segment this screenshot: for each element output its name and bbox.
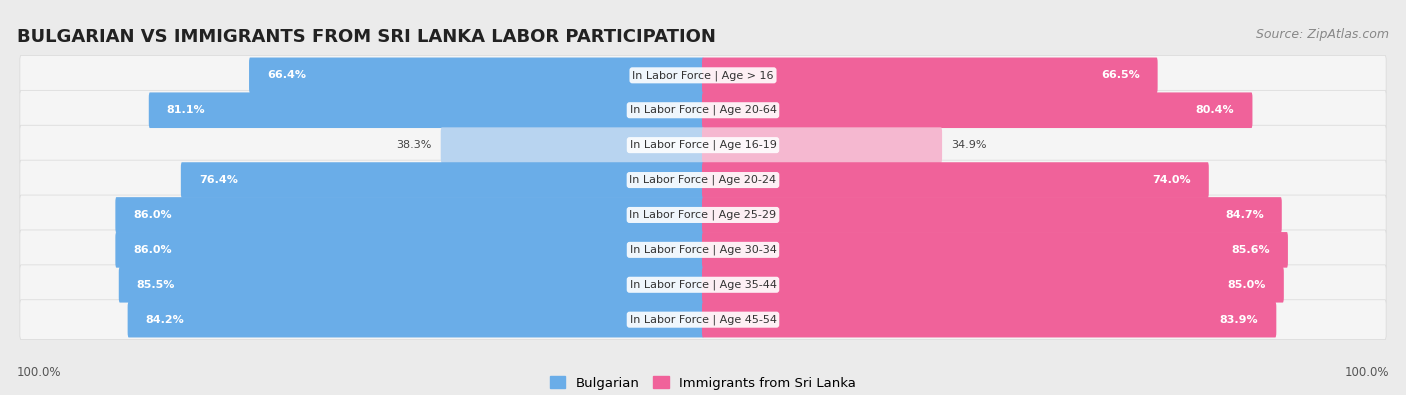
Text: 76.4%: 76.4% [198, 175, 238, 185]
Text: 34.9%: 34.9% [952, 140, 987, 150]
Text: 100.0%: 100.0% [1344, 366, 1389, 379]
Text: 84.2%: 84.2% [146, 315, 184, 325]
FancyBboxPatch shape [181, 162, 704, 198]
FancyBboxPatch shape [20, 265, 1386, 305]
Legend: Bulgarian, Immigrants from Sri Lanka: Bulgarian, Immigrants from Sri Lanka [544, 371, 862, 395]
FancyBboxPatch shape [702, 92, 1253, 128]
Text: 74.0%: 74.0% [1152, 175, 1191, 185]
Text: 85.0%: 85.0% [1227, 280, 1265, 290]
Text: 38.3%: 38.3% [396, 140, 432, 150]
Text: In Labor Force | Age 16-19: In Labor Force | Age 16-19 [630, 140, 776, 150]
Text: 85.6%: 85.6% [1232, 245, 1270, 255]
Text: 86.0%: 86.0% [134, 245, 172, 255]
FancyBboxPatch shape [20, 55, 1386, 95]
FancyBboxPatch shape [118, 267, 704, 303]
Text: BULGARIAN VS IMMIGRANTS FROM SRI LANKA LABOR PARTICIPATION: BULGARIAN VS IMMIGRANTS FROM SRI LANKA L… [17, 28, 716, 46]
Text: 80.4%: 80.4% [1195, 105, 1234, 115]
Text: Source: ZipAtlas.com: Source: ZipAtlas.com [1256, 28, 1389, 41]
FancyBboxPatch shape [249, 58, 704, 93]
Text: In Labor Force | Age > 16: In Labor Force | Age > 16 [633, 70, 773, 81]
Text: In Labor Force | Age 35-44: In Labor Force | Age 35-44 [630, 280, 776, 290]
Text: In Labor Force | Age 20-64: In Labor Force | Age 20-64 [630, 105, 776, 115]
FancyBboxPatch shape [20, 160, 1386, 200]
FancyBboxPatch shape [20, 125, 1386, 165]
Text: 66.5%: 66.5% [1101, 70, 1139, 80]
Text: 84.7%: 84.7% [1225, 210, 1264, 220]
FancyBboxPatch shape [20, 300, 1386, 340]
Text: 83.9%: 83.9% [1219, 315, 1258, 325]
FancyBboxPatch shape [702, 162, 1209, 198]
FancyBboxPatch shape [149, 92, 704, 128]
FancyBboxPatch shape [702, 232, 1288, 268]
Text: 86.0%: 86.0% [134, 210, 172, 220]
Text: 85.5%: 85.5% [136, 280, 176, 290]
FancyBboxPatch shape [20, 90, 1386, 130]
FancyBboxPatch shape [128, 302, 704, 337]
Text: 100.0%: 100.0% [17, 366, 62, 379]
FancyBboxPatch shape [115, 232, 704, 268]
FancyBboxPatch shape [702, 302, 1277, 337]
FancyBboxPatch shape [702, 267, 1284, 303]
FancyBboxPatch shape [702, 58, 1157, 93]
Text: In Labor Force | Age 45-54: In Labor Force | Age 45-54 [630, 314, 776, 325]
Text: In Labor Force | Age 20-24: In Labor Force | Age 20-24 [630, 175, 776, 185]
Text: In Labor Force | Age 30-34: In Labor Force | Age 30-34 [630, 245, 776, 255]
FancyBboxPatch shape [20, 195, 1386, 235]
Text: In Labor Force | Age 25-29: In Labor Force | Age 25-29 [630, 210, 776, 220]
FancyBboxPatch shape [115, 197, 704, 233]
FancyBboxPatch shape [702, 197, 1282, 233]
FancyBboxPatch shape [20, 230, 1386, 270]
Text: 81.1%: 81.1% [167, 105, 205, 115]
Text: 66.4%: 66.4% [267, 70, 307, 80]
FancyBboxPatch shape [440, 127, 704, 163]
FancyBboxPatch shape [702, 127, 942, 163]
